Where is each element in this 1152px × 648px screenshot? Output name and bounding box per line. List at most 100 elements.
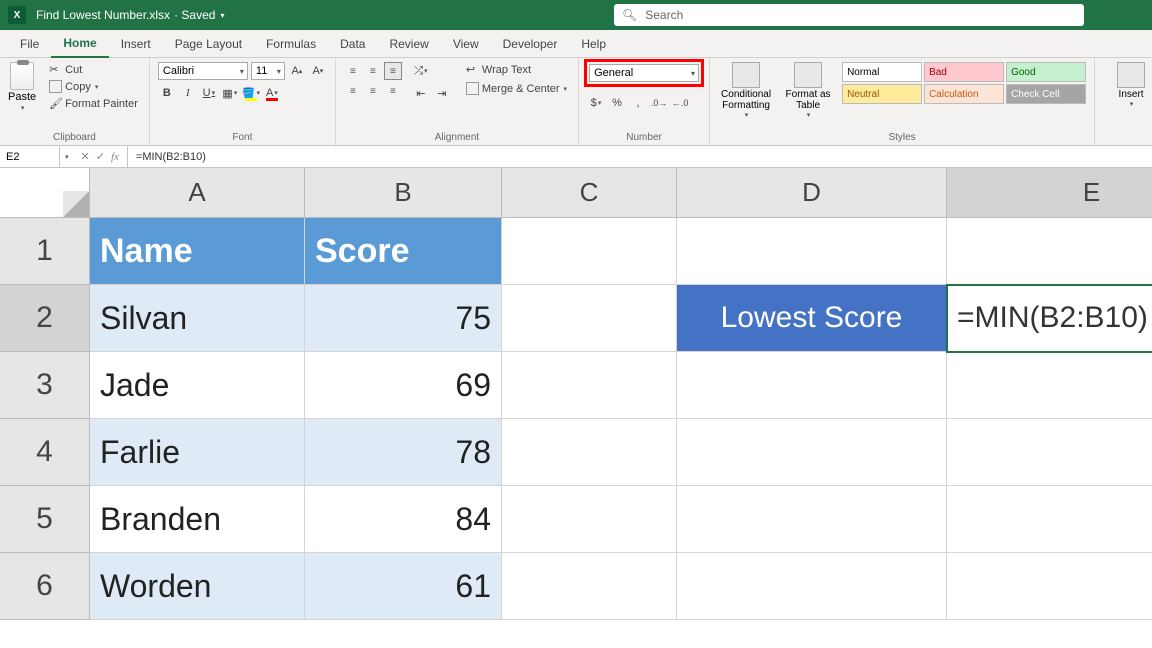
tab-file[interactable]: File (8, 32, 51, 57)
cell-c6[interactable] (502, 553, 677, 620)
cell-a1[interactable]: Name (90, 218, 305, 285)
style-neutral[interactable]: Neutral (842, 84, 922, 104)
fill-color-button[interactable]: 🪣▾ (242, 84, 260, 102)
cell-d2[interactable]: Lowest Score (677, 285, 947, 352)
number-format-select[interactable]: General (589, 64, 699, 82)
chevron-down-icon[interactable]: ▾ (61, 153, 73, 161)
col-header-b[interactable]: B (305, 168, 502, 218)
cell-c4[interactable] (502, 419, 677, 486)
decrease-indent-button[interactable]: ⇤ (412, 84, 430, 102)
percent-button[interactable]: % (608, 94, 626, 112)
tab-page-layout[interactable]: Page Layout (163, 32, 254, 57)
format-painter-button[interactable]: 🖌Format Painter (46, 96, 141, 111)
italic-button[interactable]: I (179, 84, 197, 102)
formula-input[interactable]: =MIN(B2:B10) (128, 151, 1152, 163)
format-as-table-button[interactable]: Format as Table▾ (780, 62, 836, 120)
row-header-1[interactable]: 1 (0, 218, 90, 285)
row-header-5[interactable]: 5 (0, 486, 90, 553)
currency-button[interactable]: $▾ (587, 94, 605, 112)
cell-b5[interactable]: 84 (305, 486, 502, 553)
style-good[interactable]: Good (1006, 62, 1086, 82)
orientation-button[interactable]: ⤮▾ (412, 62, 430, 80)
wrap-text-button[interactable]: ↩Wrap Text (463, 62, 570, 77)
cell-d1[interactable] (677, 218, 947, 285)
align-center[interactable]: ≡ (364, 82, 382, 100)
tab-insert[interactable]: Insert (109, 32, 163, 57)
col-header-d[interactable]: D (677, 168, 947, 218)
font-name-select[interactable]: Calibri (158, 62, 248, 80)
cell-a6[interactable]: Worden (90, 553, 305, 620)
fx-icon[interactable]: fx (111, 151, 119, 163)
cell-c2[interactable] (502, 285, 677, 352)
copy-button[interactable]: Copy▾ (46, 79, 141, 94)
cell-e2-active[interactable]: =MIN(B2:B10) (947, 285, 1152, 352)
cut-button[interactable]: ✂Cut (46, 62, 141, 77)
cell-e4[interactable] (947, 419, 1152, 486)
paste-button[interactable]: Paste ▾ (8, 62, 40, 112)
tab-view[interactable]: View (441, 32, 491, 57)
cell-a3[interactable]: Jade (90, 352, 305, 419)
tab-review[interactable]: Review (377, 32, 440, 57)
cell-d5[interactable] (677, 486, 947, 553)
font-size-select[interactable]: 11 (251, 62, 285, 80)
cell-e5[interactable] (947, 486, 1152, 553)
tab-help[interactable]: Help (569, 32, 618, 57)
cell-c5[interactable] (502, 486, 677, 553)
row-header-4[interactable]: 4 (0, 419, 90, 486)
cell-a4[interactable]: Farlie (90, 419, 305, 486)
style-bad[interactable]: Bad (924, 62, 1004, 82)
style-normal[interactable]: Normal (842, 62, 922, 82)
cell-b2[interactable]: 75 (305, 285, 502, 352)
save-status[interactable]: · Saved (174, 8, 215, 22)
cell-a2[interactable]: Silvan (90, 285, 305, 352)
col-header-e[interactable]: E (947, 168, 1152, 218)
chevron-down-icon[interactable]: ▾ (220, 11, 224, 20)
cell-e6[interactable] (947, 553, 1152, 620)
col-header-a[interactable]: A (90, 168, 305, 218)
file-name[interactable]: Find Lowest Number.xlsx (36, 8, 170, 22)
search-box[interactable]: 🔍︎ Search (614, 4, 1084, 26)
enter-formula-icon[interactable]: ✓ (96, 150, 105, 163)
border-button[interactable]: ▦▾ (221, 84, 239, 102)
cell-b3[interactable]: 69 (305, 352, 502, 419)
decrease-decimal-button[interactable]: ←.0 (671, 94, 689, 112)
tab-data[interactable]: Data (328, 32, 377, 57)
align-top[interactable]: ≡ (344, 62, 362, 80)
insert-cells-button[interactable]: Insert▾ (1103, 62, 1152, 109)
row-header-3[interactable]: 3 (0, 352, 90, 419)
cell-c1[interactable] (502, 218, 677, 285)
merge-center-button[interactable]: Merge & Center▾ (463, 81, 570, 96)
cancel-formula-icon[interactable]: ✕ (81, 150, 90, 163)
decrease-font-button[interactable]: A▾ (309, 62, 327, 80)
style-check-cell[interactable]: Check Cell (1006, 84, 1086, 104)
cell-a5[interactable]: Branden (90, 486, 305, 553)
tab-home[interactable]: Home (51, 31, 108, 58)
style-calculation[interactable]: Calculation (924, 84, 1004, 104)
font-color-button[interactable]: A▾ (263, 84, 281, 102)
name-box[interactable]: E2 (0, 146, 60, 167)
cell-d4[interactable] (677, 419, 947, 486)
cell-c3[interactable] (502, 352, 677, 419)
cell-d6[interactable] (677, 553, 947, 620)
align-left[interactable]: ≡ (344, 82, 362, 100)
increase-decimal-button[interactable]: .0→ (650, 94, 668, 112)
increase-font-button[interactable]: A▴ (288, 62, 306, 80)
underline-button[interactable]: U▾ (200, 84, 218, 102)
align-bottom[interactable]: ≡ (384, 62, 402, 80)
cell-d3[interactable] (677, 352, 947, 419)
cell-b6[interactable]: 61 (305, 553, 502, 620)
bold-button[interactable]: B (158, 84, 176, 102)
row-header-6[interactable]: 6 (0, 553, 90, 620)
select-all-corner[interactable] (0, 168, 90, 218)
col-header-c[interactable]: C (502, 168, 677, 218)
conditional-formatting-button[interactable]: Conditional Formatting▾ (718, 62, 774, 120)
row-header-2[interactable]: 2 (0, 285, 90, 352)
tab-formulas[interactable]: Formulas (254, 32, 328, 57)
cell-b1[interactable]: Score (305, 218, 502, 285)
cell-b4[interactable]: 78 (305, 419, 502, 486)
increase-indent-button[interactable]: ⇥ (433, 84, 451, 102)
tab-developer[interactable]: Developer (491, 32, 570, 57)
comma-button[interactable]: , (629, 94, 647, 112)
align-middle[interactable]: ≡ (364, 62, 382, 80)
align-right[interactable]: ≡ (384, 82, 402, 100)
